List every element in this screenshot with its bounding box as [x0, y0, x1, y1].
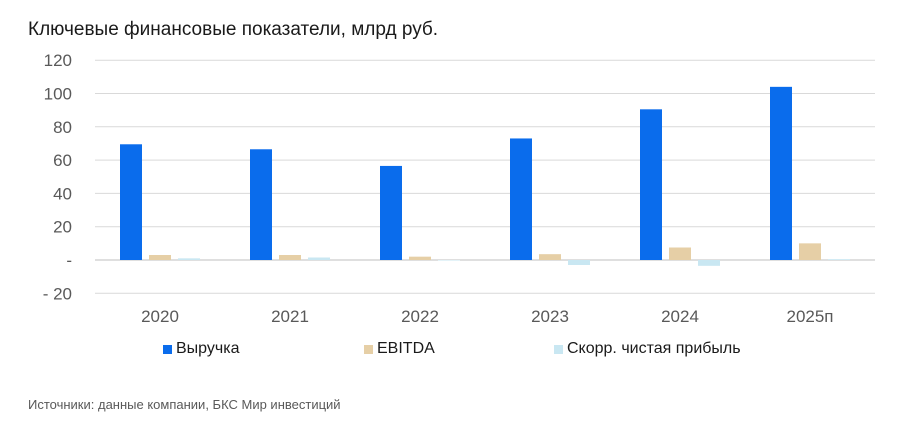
y-axis-ticks: 120 100 80 60 40 20 - - 20 — [43, 51, 72, 303]
grid-lines — [95, 59, 875, 294]
x-tick-label: 2024 — [661, 307, 699, 326]
bar-net-profit-2020 — [178, 258, 200, 260]
bar-ebitda-2020 — [149, 255, 171, 260]
y-tick-label: 120 — [44, 51, 72, 70]
bar-revenue-2025п — [770, 86, 792, 260]
bar-net-profit-2022 — [438, 260, 460, 261]
y-tick-label: 20 — [53, 218, 72, 237]
legend-swatch-net-profit — [554, 344, 563, 354]
bar-ebitda-2023 — [539, 254, 561, 260]
x-tick-label: 2025п — [786, 307, 833, 326]
x-axis-ticks: 2020 2021 2022 2023 2024 2025п — [141, 307, 833, 326]
legend-item-net-profit: Скорр. чистая прибыль — [554, 340, 741, 358]
y-tick-label: - 20 — [43, 284, 72, 303]
y-tick-label: 40 — [53, 184, 72, 203]
x-tick-label: 2023 — [531, 307, 569, 326]
legend-item-revenue: Выручка — [163, 340, 239, 358]
source-note: Источники: данные компании, БКС Мир инве… — [28, 397, 341, 412]
x-tick-label: 2021 — [271, 307, 309, 326]
bar-ebitda-2025п — [799, 243, 821, 260]
bar-ebitda-2022 — [409, 256, 431, 260]
bar-net-profit-2021 — [308, 257, 330, 260]
bar-revenue-2022 — [380, 165, 402, 260]
bar-ebitda-2021 — [279, 255, 301, 260]
bar-net-profit-2025п — [828, 259, 850, 260]
bar-net-profit-2024 — [698, 260, 720, 266]
x-tick-label: 2020 — [141, 307, 179, 326]
legend-label-net-profit: Скорр. чистая прибыль — [567, 340, 741, 357]
bar-revenue-2023 — [510, 138, 532, 260]
x-tick-label: 2022 — [401, 307, 439, 326]
y-tick-label: 80 — [53, 118, 72, 137]
bar-net-profit-2023 — [568, 260, 590, 265]
y-tick-label: 100 — [44, 85, 72, 104]
bar-revenue-2021 — [250, 149, 272, 260]
legend-label-revenue: Выручка — [176, 340, 240, 357]
y-tick-label: 60 — [53, 151, 72, 170]
legend-swatch-revenue — [163, 344, 172, 354]
bar-ebitda-2024 — [669, 247, 691, 260]
legend-swatch-ebitda — [364, 344, 373, 354]
bars — [120, 86, 850, 266]
legend: Выручка EBITDA Скорр. чистая прибыль — [0, 340, 910, 360]
bar-revenue-2024 — [640, 109, 662, 260]
legend-label-ebitda: EBITDA — [377, 340, 435, 357]
y-tick-label: - — [66, 251, 72, 270]
bar-revenue-2020 — [120, 144, 142, 260]
legend-item-ebitda: EBITDA — [364, 340, 435, 358]
chart-title: Ключевые финансовые показатели, млрд руб… — [28, 19, 439, 40]
